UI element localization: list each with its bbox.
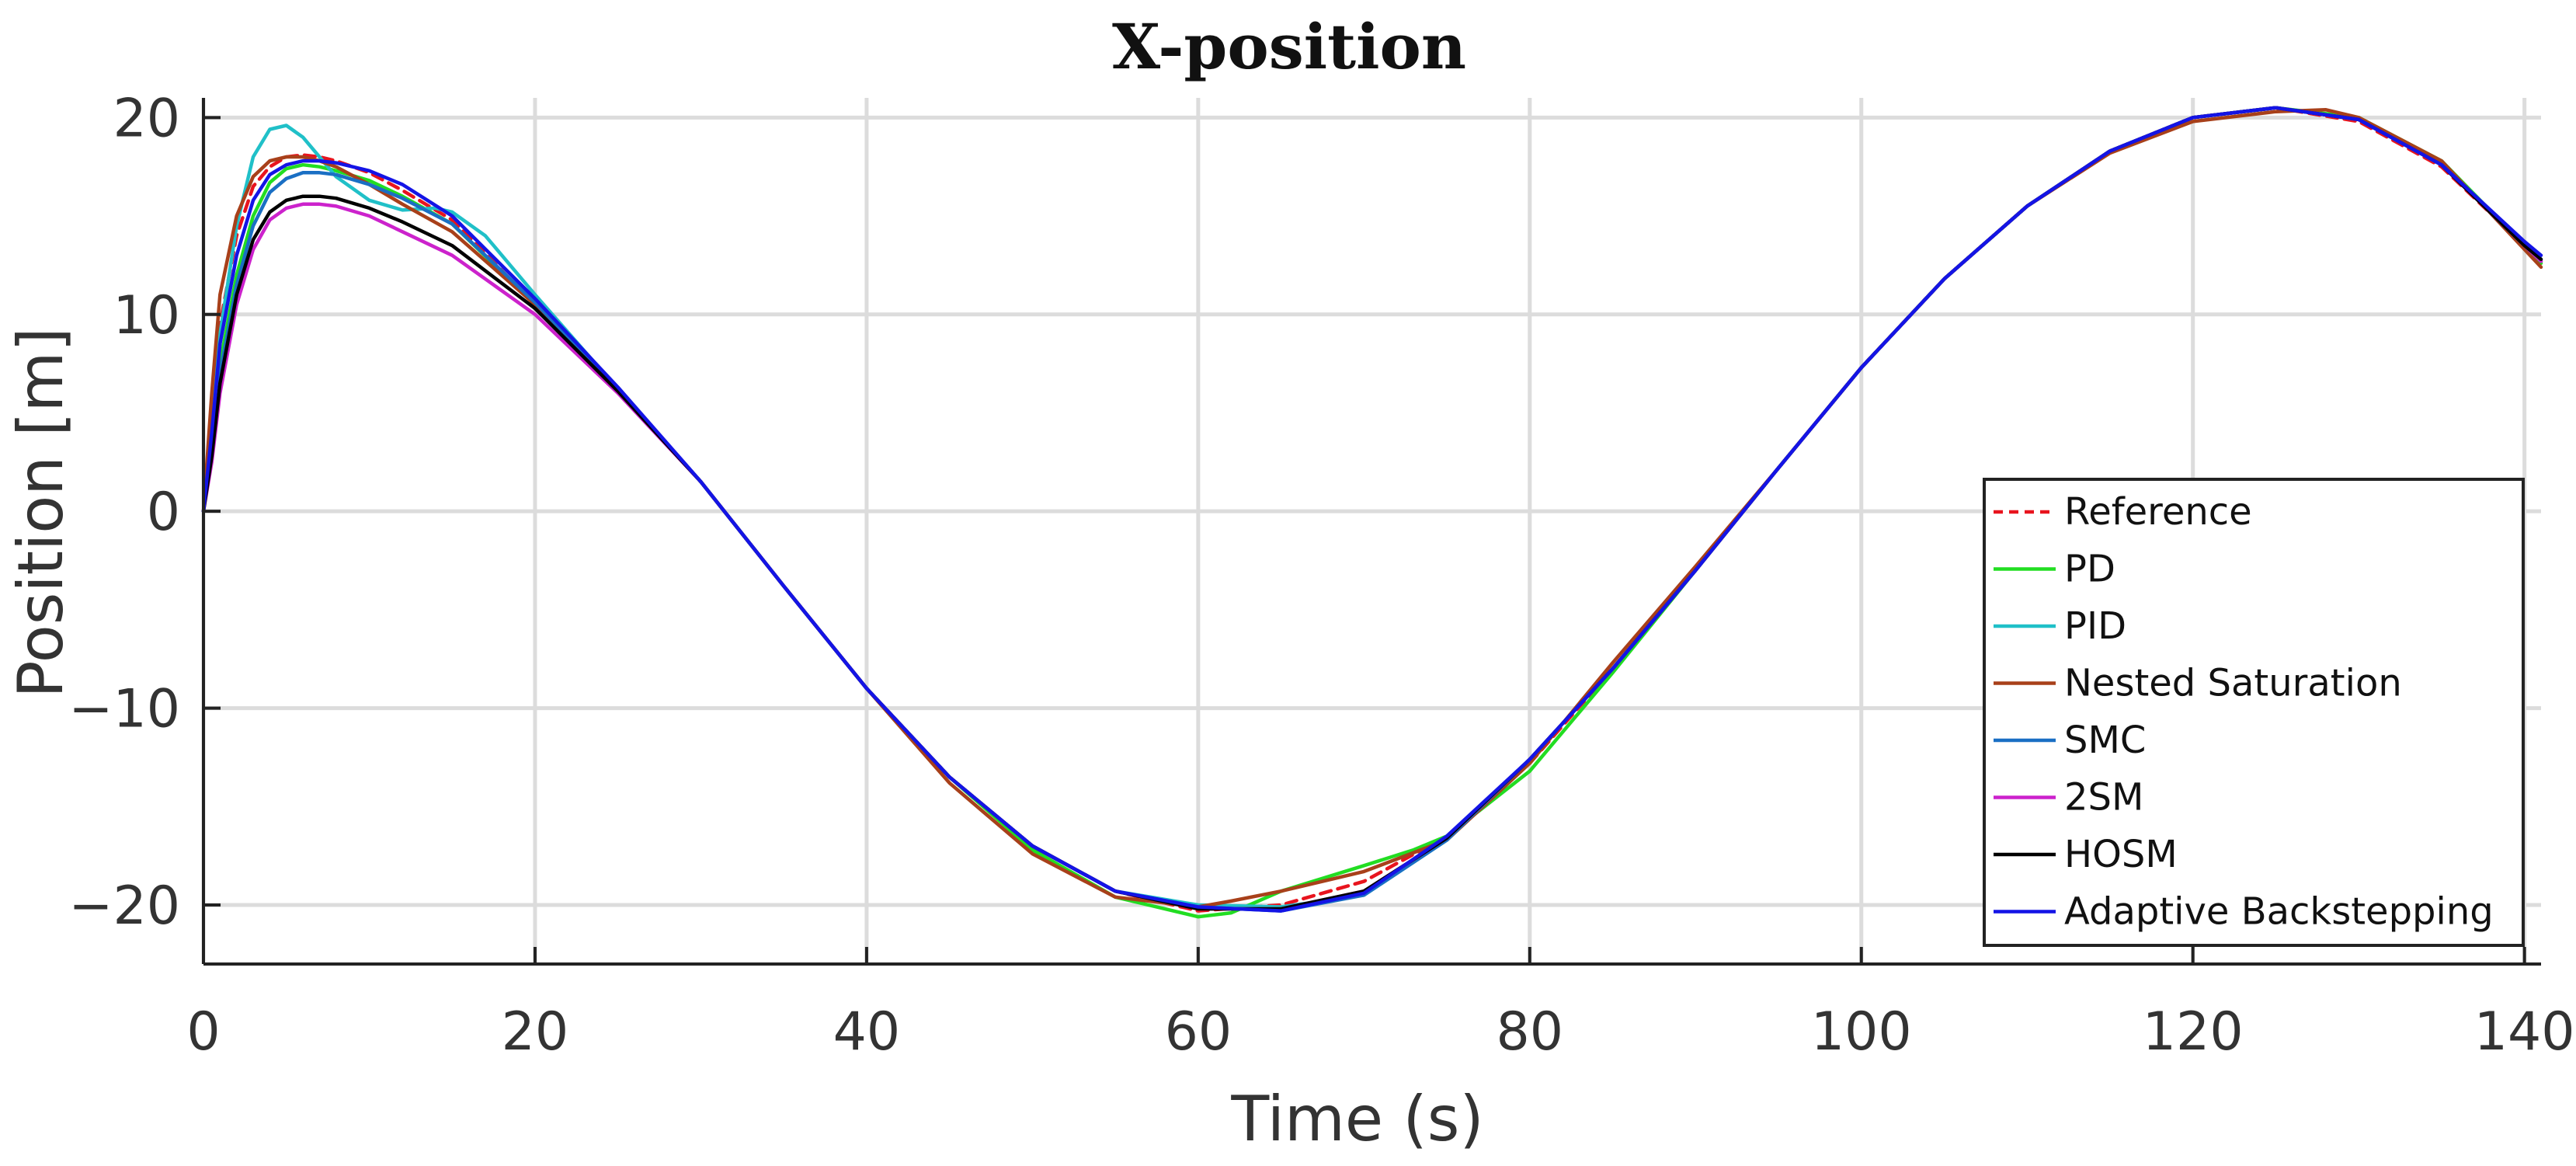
x-tick-label: 20 bbox=[502, 1001, 569, 1063]
legend-box bbox=[1983, 478, 2525, 947]
x-tick-label: 140 bbox=[2474, 1001, 2575, 1063]
series-line-7 bbox=[201, 106, 2543, 913]
x-tick-label: 0 bbox=[186, 1001, 220, 1063]
legend-label-7: Adaptive Backstepping bbox=[2064, 890, 2494, 934]
legend-label-3: Nested Saturation bbox=[2064, 662, 2402, 705]
x-tick-label: 100 bbox=[1811, 1001, 1912, 1063]
axes bbox=[202, 98, 2541, 966]
x-axis-label: Time (s) bbox=[1230, 1083, 1483, 1155]
x-tick-label: 80 bbox=[1497, 1001, 1564, 1063]
x-tick-label: 120 bbox=[2143, 1001, 2244, 1063]
x-tick-label: 40 bbox=[833, 1001, 901, 1063]
legend: Reference PD PID Nested Saturation SMC 2SM HOS… bbox=[1983, 478, 2525, 947]
series-line-3 bbox=[201, 107, 2543, 909]
y-tick-label: −10 bbox=[68, 679, 180, 740]
y-tick-label: −20 bbox=[68, 875, 180, 937]
legend-label-5: 2SM bbox=[2064, 776, 2143, 820]
legend-label-4: SMC bbox=[2064, 719, 2146, 762]
y-tick-label: 10 bbox=[113, 285, 180, 346]
x-tick-labels: 0 20 40 60 80 100 120 140 bbox=[186, 1001, 2574, 1063]
y-tick-labels: −20 −10 0 10 20 bbox=[68, 88, 180, 937]
x-tick-label: 60 bbox=[1165, 1001, 1232, 1063]
chart-title: X-position bbox=[1112, 10, 1466, 83]
y-tick-label: 0 bbox=[147, 482, 180, 543]
legend-label-1: PD bbox=[2064, 548, 2115, 591]
y-tick-label: 20 bbox=[113, 88, 180, 149]
legend-label-2: PID bbox=[2064, 604, 2126, 648]
series-lines bbox=[201, 106, 2543, 919]
y-axis-label: Position [m] bbox=[5, 327, 77, 698]
legend-label-6: HOSM bbox=[2064, 833, 2178, 876]
legend-label-0: Reference bbox=[2064, 490, 2252, 534]
